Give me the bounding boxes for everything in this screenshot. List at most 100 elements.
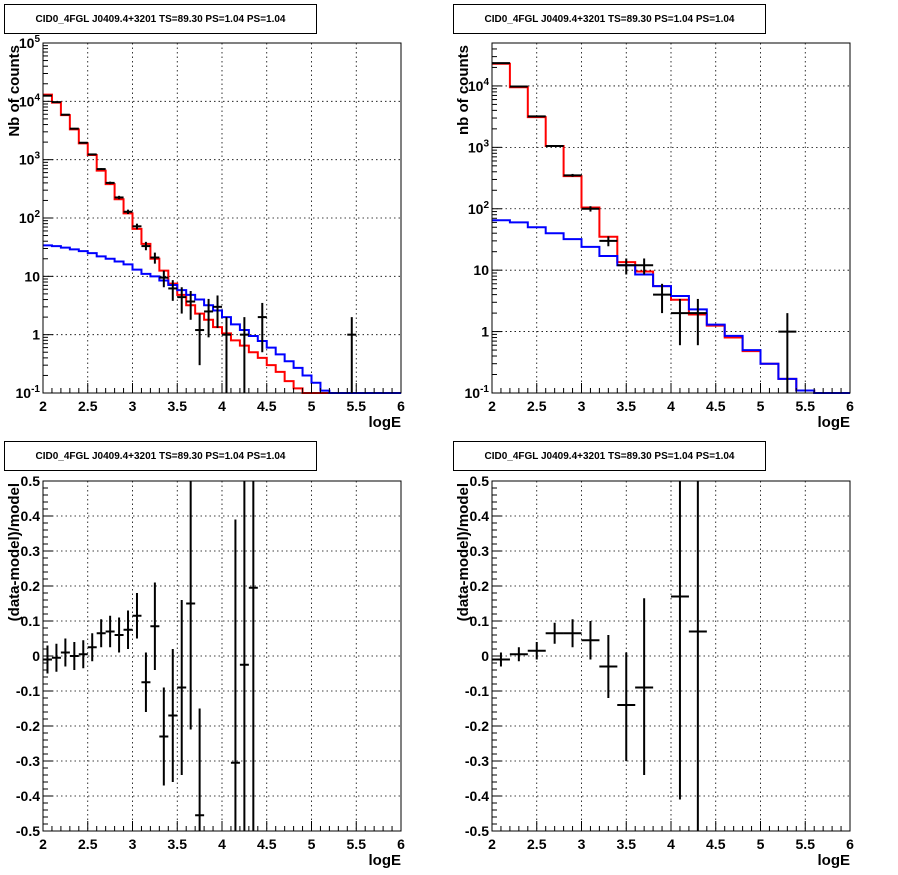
y-axis-label: nb of counts	[455, 45, 472, 135]
y-tick-label: 0.1	[21, 613, 41, 629]
x-tick-label: 4	[218, 398, 226, 414]
plot-panel-3: 2 2.5 3 3.5 4 4.5 5 5.5 6 -0.5 -0.4 -0.3 -0.2 -0.1 0 0.…	[465, 473, 854, 852]
data-point	[105, 615, 115, 648]
series-line-red	[43, 93, 401, 394]
x-tick-label: 4	[667, 836, 675, 852]
x-tick-label: 3	[578, 398, 586, 414]
data-point	[491, 652, 510, 667]
y-tick-label: 103	[468, 138, 490, 155]
x-tick-label: 6	[846, 836, 854, 852]
x-tick-label: 3	[129, 398, 137, 414]
data-point	[527, 642, 546, 660]
y-axis-label: Nb of counts	[6, 45, 23, 137]
data-point	[635, 258, 654, 275]
y-tick-label: -0.3	[16, 753, 40, 769]
x-tick-label: 5	[757, 836, 765, 852]
data-point	[509, 647, 528, 662]
y-axis-label: (data-model)/model	[455, 483, 472, 621]
x-tick-label: 5	[308, 836, 316, 852]
x-axis-label: logE	[818, 852, 851, 869]
x-tick-label: 3.5	[168, 398, 188, 414]
data-point	[186, 481, 196, 730]
data-point	[509, 85, 528, 88]
y-tick-label: 0.4	[470, 508, 490, 524]
data-point	[177, 287, 187, 314]
data-point	[78, 640, 88, 669]
data-point	[204, 298, 214, 338]
x-tick-label: 5.5	[347, 836, 367, 852]
data-point	[168, 280, 178, 301]
y-tick-label: -0.2	[16, 718, 40, 734]
data-point	[563, 173, 582, 177]
data-point	[257, 302, 267, 353]
data-point	[123, 610, 133, 649]
x-tick-label: 2	[39, 398, 47, 414]
data-point	[778, 313, 797, 393]
data-point	[159, 270, 169, 288]
data-point	[599, 635, 618, 698]
data-point	[51, 643, 61, 672]
data-point	[599, 236, 618, 247]
data-point	[150, 582, 160, 670]
data-point	[69, 642, 79, 670]
y-tick-label: 0.1	[470, 613, 490, 629]
data-point	[221, 317, 231, 393]
series-line-blue	[492, 219, 850, 394]
data-point	[87, 633, 97, 662]
data-point	[132, 593, 142, 639]
x-tick-label: 6	[397, 398, 405, 414]
y-axis-label: (data-model)/model	[6, 483, 23, 621]
data-point	[51, 101, 61, 104]
panel-title: CID0_4FGL J0409.4+3201 TS=89.30 PS=1.04 …	[453, 4, 766, 34]
x-tick-label: 3.5	[617, 836, 637, 852]
y-tick-label: 0.3	[21, 543, 41, 559]
x-tick-label: 2.5	[78, 398, 98, 414]
x-tick-label: 4	[667, 398, 675, 414]
y-tick-label: -0.5	[465, 823, 489, 839]
panel-title: CID0_4FGL J0409.4+3201 TS=89.30 PS=1.04 …	[4, 441, 317, 471]
x-tick-label: 4.5	[706, 398, 726, 414]
data-point	[670, 481, 689, 800]
y-tick-label: 0.3	[470, 543, 490, 559]
data-point	[42, 94, 52, 97]
data-point	[87, 153, 97, 156]
data-point	[239, 317, 249, 393]
data-point	[69, 127, 79, 130]
x-axis-label: logE	[369, 414, 402, 431]
data-point	[150, 252, 160, 264]
plot-panel-1: 2 2.5 3 3.5 4 4.5 5 5.5 6 10-1 1 10 102 103 104	[465, 42, 854, 414]
x-tick-label: 2.5	[78, 836, 98, 852]
data-point	[60, 638, 70, 667]
data-point	[688, 481, 707, 831]
data-point	[141, 652, 151, 712]
y-tick-label: 1	[32, 327, 40, 343]
x-tick-label: 2	[488, 398, 496, 414]
x-tick-label: 4.5	[706, 836, 726, 852]
y-tick-label: 10	[473, 262, 489, 278]
data-point	[635, 598, 654, 775]
x-tick-label: 4.5	[257, 836, 277, 852]
x-tick-label: 5.5	[796, 836, 816, 852]
data-point	[60, 113, 70, 116]
y-tick-label: 10	[24, 268, 40, 284]
data-point	[96, 168, 106, 171]
data-point	[96, 619, 106, 648]
x-tick-label: 4	[218, 836, 226, 852]
data-point	[105, 181, 115, 185]
x-tick-label: 2	[488, 836, 496, 852]
data-point	[581, 206, 600, 212]
data-point	[186, 291, 196, 320]
data-point	[617, 258, 636, 275]
data-point	[653, 283, 672, 314]
y-tick-label: -0.2	[465, 718, 489, 734]
y-tick-label: -0.3	[465, 753, 489, 769]
data-point	[670, 298, 689, 346]
data-point	[347, 317, 357, 393]
x-tick-label: 5	[757, 398, 765, 414]
x-tick-label: 5	[308, 398, 316, 414]
data-point	[141, 241, 151, 251]
data-point	[168, 649, 178, 782]
x-axis-label: logE	[369, 852, 402, 869]
y-tick-label: -0.1	[16, 683, 40, 699]
